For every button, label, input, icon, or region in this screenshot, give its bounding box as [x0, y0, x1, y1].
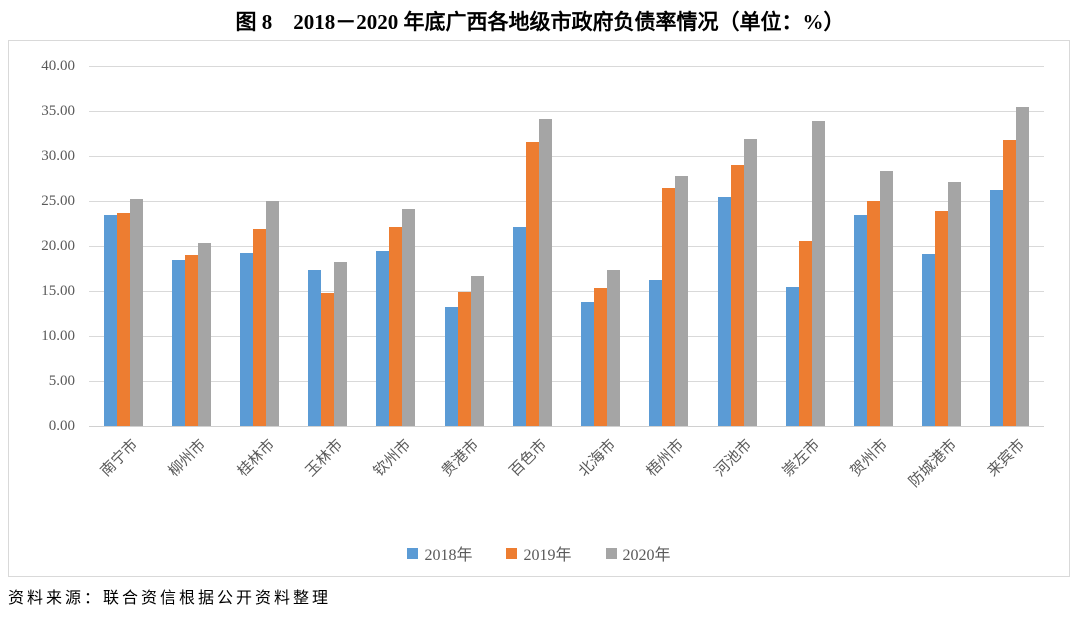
bar-2020年-南宁市	[129, 199, 143, 426]
gridline	[89, 380, 1044, 382]
bar-2019年-贺州市	[866, 201, 880, 426]
bar-2020年-防城港市	[948, 182, 962, 426]
legend-item: 2020年	[605, 541, 671, 565]
bar-2020年-来宾市	[1016, 106, 1030, 426]
bar-2019年-桂林市	[253, 228, 267, 426]
y-axis-tick-label: 0.00	[48, 418, 75, 434]
bar-2020年-梧州市	[675, 175, 689, 426]
legend-label: 2019年	[523, 547, 572, 564]
bar-2019年-贵港市	[457, 291, 471, 426]
legend-label: 2020年	[622, 547, 671, 564]
bar-2020年-崇左市	[811, 120, 825, 426]
source-note: 资料来源：联合资信根据公开资料整理	[8, 590, 332, 607]
bar-2018年-贵港市	[444, 307, 458, 426]
bar-2018年-桂林市	[240, 253, 254, 426]
bar-2019年-来宾市	[1003, 139, 1017, 426]
x-axis-line	[89, 425, 1044, 427]
legend-swatch-icon	[605, 547, 617, 559]
legend-swatch-icon	[506, 547, 518, 559]
y-axis-tick-label: 25.00	[41, 193, 75, 209]
y-axis-tick-label: 5.00	[48, 373, 75, 389]
bar-2019年-防城港市	[935, 210, 949, 426]
gridline	[89, 65, 1044, 67]
bar-2019年-南宁市	[116, 212, 130, 426]
bar-2019年-北海市	[594, 288, 608, 426]
y-axis-tick-label: 35.00	[41, 103, 75, 119]
bar-2020年-桂林市	[266, 201, 280, 426]
y-axis-tick-label: 40.00	[41, 58, 75, 74]
bar-2018年-崇左市	[785, 287, 799, 426]
bar-2018年-北海市	[581, 301, 595, 426]
chart-area: 0.00 5.00 10.00 15.00 20.00 25.00 30.00 35.00 40…	[8, 40, 1070, 577]
legend-item: 2018年	[407, 541, 472, 565]
y-axis-tick-label: 20.00	[41, 238, 75, 254]
bar-2018年-钦州市	[376, 250, 390, 426]
bar-2020年-玉林市	[334, 262, 348, 426]
bar-2018年-南宁市	[103, 215, 117, 426]
legend-swatch-icon	[407, 547, 419, 559]
bar-2018年-梧州市	[649, 280, 663, 426]
bar-2019年-柳州市	[184, 255, 198, 426]
bar-2018年-百色市	[512, 227, 526, 426]
bar-2018年-来宾市	[990, 190, 1004, 426]
gridline	[89, 335, 1044, 337]
bar-2020年-河池市	[743, 138, 757, 426]
bar-2019年-梧州市	[662, 187, 676, 426]
bar-2018年-贺州市	[853, 214, 867, 426]
bar-2018年-玉林市	[308, 270, 322, 426]
y-axis-tick-label: 30.00	[41, 148, 75, 164]
legend-label: 2018年	[424, 547, 473, 564]
bar-2019年-钦州市	[389, 227, 403, 426]
gridline	[89, 290, 1044, 292]
legend: 2018年 2019年 2020年	[9, 541, 1069, 565]
y-axis-tick-label: 10.00	[41, 328, 75, 344]
y-axis-tick-label: 15.00	[41, 283, 75, 299]
bar-2020年-百色市	[538, 119, 552, 426]
bar-2019年-玉林市	[321, 292, 335, 426]
bar-2020年-钦州市	[402, 209, 416, 426]
bar-2019年-河池市	[730, 165, 744, 426]
bar-2020年-北海市	[607, 270, 621, 426]
bar-2018年-河池市	[717, 196, 731, 426]
bar-2020年-贺州市	[879, 171, 893, 426]
bar-2018年-柳州市	[171, 260, 185, 426]
plot-area	[89, 65, 1044, 427]
bar-2019年-百色市	[525, 141, 539, 426]
legend-item: 2019年	[506, 541, 572, 565]
gridline	[89, 110, 1044, 112]
gridline	[89, 245, 1044, 247]
bar-2020年-柳州市	[197, 243, 211, 426]
gridline	[89, 200, 1044, 202]
chart-title: 图 8 2018－2020 年底广西各地级市政府负债率情况（单位：%）	[235, 10, 845, 34]
bar-2020年-贵港市	[470, 275, 484, 426]
bar-2019年-崇左市	[798, 240, 812, 426]
gridline	[89, 155, 1044, 157]
bar-2018年-防城港市	[922, 254, 936, 426]
